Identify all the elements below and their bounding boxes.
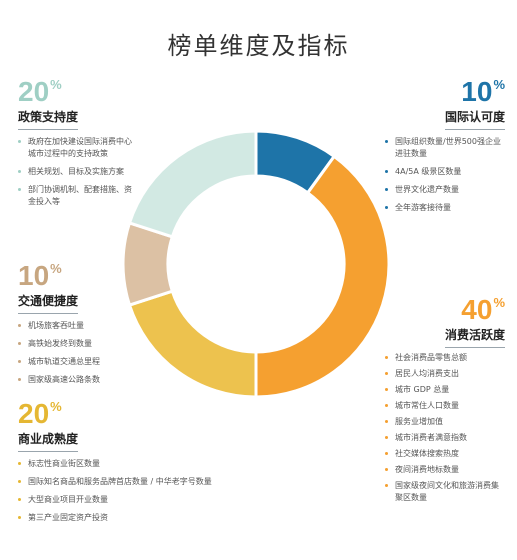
international-label: 国际认可度: [444, 108, 505, 130]
commerce-percent: 20%: [18, 398, 62, 429]
transport-items: 机场旅客吞吐量 高铁始发终到数量 城市轨道交通总里程 国家级高速公路条数: [18, 320, 138, 386]
page-title: 榜单维度及指标: [167, 32, 350, 60]
list-item: 社会消费品零售总额: [385, 352, 505, 364]
list-item: 城市常住人口数量: [385, 400, 505, 412]
list-item: 夜间消费地标数量: [385, 464, 505, 476]
list-item: 机场旅客吞吐量: [18, 320, 138, 332]
donut-slice: [127, 129, 258, 239]
list-item: 国际组织数量/世界500强企业进驻数量: [385, 136, 505, 160]
legend-transport: 10% 交通便捷度 机场旅客吞吐量 高铁始发终到数量 城市轨道交通总里程 国家级…: [18, 262, 138, 392]
transport-label: 交通便捷度: [18, 292, 79, 314]
policy-items: 政府在加快建设国际消费中心城市过程中的支持政策 相关规划、目标及实施方案 部门协…: [18, 136, 138, 208]
list-item: 国家级夜间文化和旅游消费集聚区数量: [385, 480, 505, 504]
international-items: 国际组织数量/世界500强企业进驻数量 4A/5A 级景区数量 世界文化遗产数量…: [385, 136, 505, 214]
list-item: 高铁始发终到数量: [18, 338, 138, 350]
legend-international: 10% 国际认可度 国际组织数量/世界500强企业进驻数量 4A/5A 级景区数…: [385, 78, 505, 220]
consumption-percent: 40%: [461, 294, 505, 325]
list-item: 城市轨道交通总里程: [18, 356, 138, 368]
list-item: 第三产业固定资产投资: [18, 512, 308, 524]
list-item: 部门协调机制、配套措施、资金投入等: [18, 184, 138, 208]
donut-slice: [254, 154, 391, 399]
transport-percent: 10%: [18, 260, 62, 291]
list-item: 4A/5A 级景区数量: [385, 166, 505, 178]
legend-consumption: 40% 消费活跃度 社会消费品零售总额 居民人均消费支出 城市 GDP 总量 城…: [385, 296, 505, 508]
list-item: 相关规划、目标及实施方案: [18, 166, 138, 178]
legend-policy: 20% 政策支持度 政府在加快建设国际消费中心城市过程中的支持政策 相关规划、目…: [18, 78, 138, 214]
commerce-items: 标志性商业街区数量 国际知名商品和服务品牌首店数量 / 中华老字号数量 大型商业…: [18, 458, 308, 524]
list-item: 国际知名商品和服务品牌首店数量 / 中华老字号数量: [18, 476, 308, 488]
legend-commerce: 20% 商业成熟度 标志性商业街区数量 国际知名商品和服务品牌首店数量 / 中华…: [18, 400, 308, 530]
list-item: 城市 GDP 总量: [385, 384, 505, 396]
consumption-label: 消费活跃度: [444, 326, 505, 348]
list-item: 国家级高速公路条数: [18, 374, 138, 386]
list-item: 社交媒体搜索热度: [385, 448, 505, 460]
list-item: 居民人均消费支出: [385, 368, 505, 380]
list-item: 标志性商业街区数量: [18, 458, 308, 470]
list-item: 政府在加快建设国际消费中心城市过程中的支持政策: [18, 136, 138, 160]
list-item: 大型商业项目开业数量: [18, 494, 308, 506]
international-percent: 10%: [461, 76, 505, 107]
list-item: 服务业增加值: [385, 416, 505, 428]
donut-slice: [127, 289, 258, 399]
list-item: 世界文化遗产数量: [385, 184, 505, 196]
commerce-label: 商业成熟度: [18, 430, 79, 452]
consumption-items: 社会消费品零售总额 居民人均消费支出 城市 GDP 总量 城市常住人口数量 服务…: [385, 352, 505, 504]
list-item: 城市消费者满意指数: [385, 432, 505, 444]
list-item: 全年游客接待量: [385, 202, 505, 214]
policy-label: 政策支持度: [18, 108, 79, 130]
policy-percent: 20%: [18, 76, 62, 107]
